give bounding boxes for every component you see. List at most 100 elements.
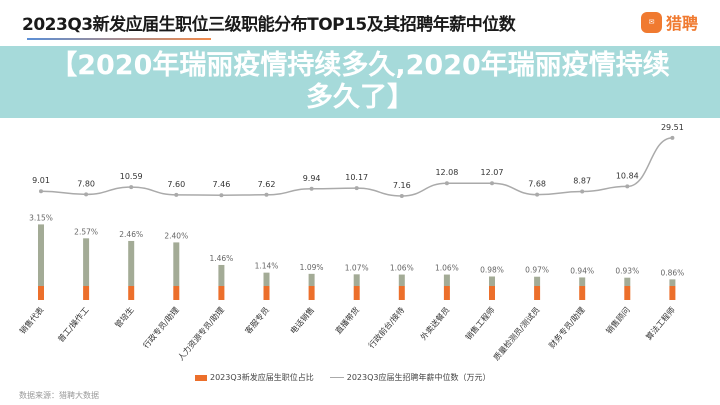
x-tick-label: 人力资源专员/助理 — [175, 305, 226, 363]
x-tick-label: 行政专员/助理 — [141, 305, 181, 350]
bar-data-label: 1.09% — [300, 263, 324, 272]
line-point — [84, 192, 89, 197]
bar — [398, 286, 405, 300]
line-data-label: 8.87 — [573, 177, 591, 186]
line-data-label: 12.08 — [435, 168, 458, 177]
bar-data-label: 2.40% — [164, 231, 188, 240]
bar-data-label: 2.46% — [119, 230, 143, 239]
bar-data-label: 1.07% — [345, 263, 369, 272]
bar — [353, 286, 360, 300]
line-data-label: 7.80 — [77, 179, 95, 188]
bar-upper — [38, 224, 44, 286]
line-point — [625, 184, 630, 189]
x-tick-label: 行政前台/接待 — [366, 305, 406, 350]
bar — [263, 286, 270, 300]
bar-upper — [669, 279, 676, 286]
bar-upper — [489, 276, 495, 286]
line-data-label: 10.17 — [345, 173, 368, 182]
legend-label: 2023Q3应届生招聘年薪中位数（万元） — [346, 373, 491, 382]
line-point — [39, 189, 43, 194]
bar-data-label: 1.06% — [390, 264, 414, 273]
banner-text: 【2020年瑞丽疫情持续多久,2020年瑞丽疫情持续多久了】 — [50, 50, 670, 113]
bar — [83, 286, 90, 300]
line-point — [670, 135, 675, 140]
bar — [443, 286, 450, 300]
bar-upper — [128, 240, 135, 286]
bar-upper — [308, 273, 315, 286]
line-data-label: 7.16 — [393, 181, 411, 190]
bar — [308, 286, 315, 300]
bar — [218, 286, 225, 300]
line-data-label: 7.60 — [167, 180, 185, 189]
bar-data-label: 0.93% — [615, 267, 639, 276]
x-tick-label: 算法工程师 — [644, 305, 677, 342]
bar-upper — [218, 264, 225, 286]
x-tick-label: 质量检测员/测试员 — [491, 305, 542, 363]
x-tick-label: 外卖送餐员 — [418, 305, 451, 342]
line-data-label: 12.07 — [481, 168, 504, 177]
x-tick-label: 直播带货 — [333, 305, 361, 336]
line-point — [444, 181, 449, 186]
bar-upper — [83, 238, 90, 286]
bar-data-label: 1.06% — [435, 264, 459, 273]
line-point — [129, 185, 134, 190]
legend-swatch-line — [329, 377, 344, 378]
x-tick-label: 管培生 — [113, 305, 136, 330]
x-tick-label: 销售工程师 — [463, 305, 496, 342]
bar-upper — [534, 276, 541, 286]
line-data-label: 10.84 — [616, 171, 639, 180]
legend-label: 2023Q3新发应届生职位占比 — [210, 373, 314, 382]
bar — [669, 286, 676, 300]
bar — [534, 286, 541, 300]
line-point — [354, 186, 359, 191]
bar — [624, 286, 631, 300]
bar-upper — [624, 277, 631, 286]
bar-data-label: 2.57% — [74, 227, 98, 236]
bar — [173, 286, 180, 300]
line-data-label: 7.62 — [258, 180, 276, 189]
line-data-label: 7.46 — [212, 180, 230, 189]
x-tick-label: 普工/操作工 — [56, 305, 91, 344]
legend-item-line: 2023Q3应届生招聘年薪中位数（万元） — [329, 372, 491, 383]
bar-upper — [263, 272, 270, 286]
x-tick-label: 销售代表 — [17, 305, 45, 336]
logo-text: 猎聘 — [666, 14, 699, 33]
chart: 3.15% 销售代表 2.57% 普工/操作工 2.46% 管培生 2.40% 行政专员/助理… — [17, 123, 684, 363]
liepin-logo: ✉ 猎聘 — [641, 10, 698, 34]
line-data-label: 9.01 — [32, 176, 50, 185]
overlay-banner: 【2020年瑞丽疫情持续多久,2020年瑞丽疫情持续多久了】 — [0, 46, 720, 118]
bar-data-label: 0.86% — [660, 268, 684, 277]
bar — [489, 286, 495, 300]
line-point — [264, 192, 269, 197]
data-source: 数据来源：猎聘大数据 — [19, 391, 99, 400]
bar-upper — [579, 277, 586, 286]
bar — [38, 286, 44, 300]
x-tick-label: 电话销售 — [288, 305, 316, 336]
bar-data-label: 3.15% — [29, 213, 53, 222]
legend-item-bar: 2023Q3新发应届生职位占比 — [195, 372, 314, 383]
line-point — [490, 181, 494, 186]
bar-upper — [398, 274, 405, 286]
chart-title: 2023Q3新发应届生职位三级职能分布TOP15及其招聘年薪中位数 — [22, 15, 516, 35]
line-point — [174, 192, 179, 197]
line-point — [309, 186, 314, 191]
bar-upper — [443, 274, 450, 286]
x-tick-label: 财务专员/助理 — [546, 305, 586, 350]
bar-data-label: 1.14% — [255, 262, 279, 271]
line-data-label: 9.94 — [303, 174, 321, 183]
line-point — [580, 189, 585, 194]
line-data-label: 29.51 — [661, 123, 684, 132]
legend-swatch-bar — [195, 374, 207, 381]
bar-data-label: 0.98% — [480, 265, 504, 274]
title-underline — [27, 38, 211, 40]
line-data-label: 10.59 — [120, 172, 143, 181]
x-tick-label: 客服专员 — [243, 305, 271, 336]
line-point — [535, 192, 540, 197]
line-data-label: 7.68 — [528, 180, 546, 189]
x-tick-label: 销售顾问 — [604, 305, 632, 336]
line-point — [219, 193, 224, 198]
bar-upper — [173, 242, 180, 286]
line-point — [399, 194, 404, 198]
bar-data-label: 1.46% — [209, 254, 233, 263]
legend: 2023Q3新发应届生职位占比 2023Q3应届生招聘年薪中位数（万元） — [195, 372, 491, 383]
